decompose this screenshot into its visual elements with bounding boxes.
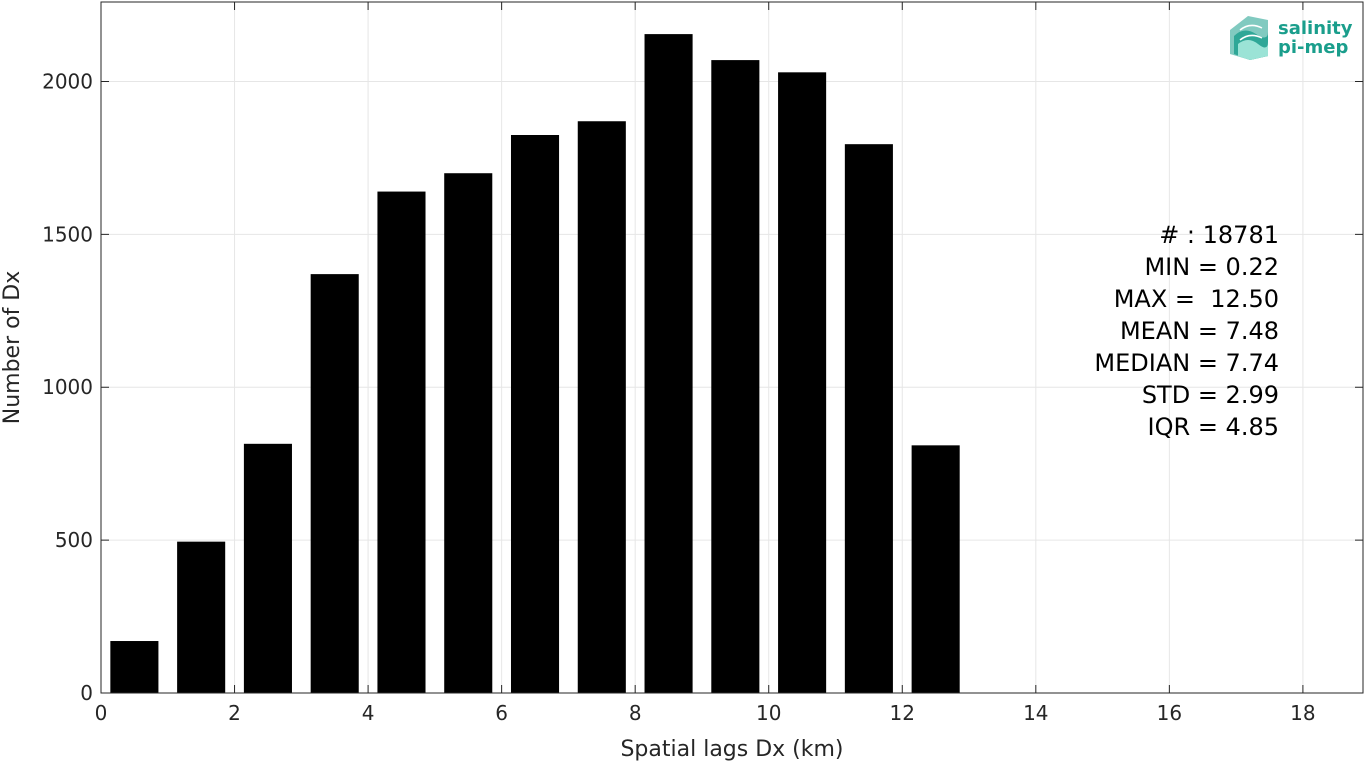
stats-line: MEDIAN = 7.74 — [1094, 349, 1279, 377]
x-tick-label: 4 — [362, 701, 375, 725]
stats-annotation: # : 18781 MIN = 0.22 MAX = 12.50 MEAN = 7.4… — [1094, 221, 1279, 441]
stats-line: MIN = 0.22 — [1144, 253, 1279, 281]
x-tick-label: 18 — [1290, 701, 1315, 725]
logo-text-line2: pi-mep — [1278, 37, 1348, 58]
stats-line: # : 18781 — [1159, 221, 1279, 249]
y-tick-label: 0 — [80, 681, 93, 705]
x-axis-label: Spatial lags Dx (km) — [620, 737, 843, 762]
histogram-bar — [243, 443, 292, 693]
y-tick-label: 2000 — [42, 69, 93, 93]
histogram-bar — [377, 191, 426, 693]
y-axis-ticks: 0 500 1000 1500 2000 — [42, 69, 1363, 705]
histogram-bar — [778, 72, 827, 694]
x-tick-label: 10 — [756, 701, 781, 725]
histogram-bar — [310, 274, 359, 693]
x-tick-label: 2 — [228, 701, 241, 725]
histogram-bar — [444, 173, 493, 693]
y-tick-label: 1500 — [42, 222, 93, 246]
histogram-bar — [911, 445, 960, 693]
x-tick-label: 14 — [1023, 701, 1048, 725]
histogram-bar — [177, 541, 226, 693]
x-tick-label: 6 — [495, 701, 508, 725]
y-tick-label: 1000 — [42, 375, 93, 399]
salinity-pi-mep-logo: salinity pi-mep — [1230, 16, 1353, 60]
logo-text-line1: salinity — [1278, 18, 1353, 39]
histogram-bar — [644, 34, 693, 693]
x-tick-label: 8 — [629, 701, 642, 725]
stats-line: MAX = 12.50 — [1114, 285, 1279, 313]
stats-line: IQR = 4.85 — [1148, 413, 1279, 441]
histogram-bar — [711, 60, 760, 694]
stats-line: STD = 2.99 — [1142, 381, 1279, 409]
stats-line: MEAN = 7.48 — [1120, 317, 1279, 345]
x-axis-ticks: 0 2 4 6 8 10 12 14 16 18 — [95, 2, 1316, 725]
y-axis-label: Number of Dx — [0, 271, 25, 425]
plot-frame — [100, 1, 1364, 694]
histogram-bar — [844, 144, 893, 693]
histogram-bar — [510, 135, 560, 694]
logo-waves-icon — [1230, 16, 1268, 60]
histogram-bar — [110, 641, 159, 693]
x-tick-label: 0 — [95, 701, 108, 725]
bars — [110, 34, 960, 694]
histogram-bar — [577, 121, 626, 694]
y-tick-label: 500 — [55, 528, 93, 552]
x-tick-label: 16 — [1157, 701, 1182, 725]
x-tick-label: 12 — [890, 701, 915, 725]
